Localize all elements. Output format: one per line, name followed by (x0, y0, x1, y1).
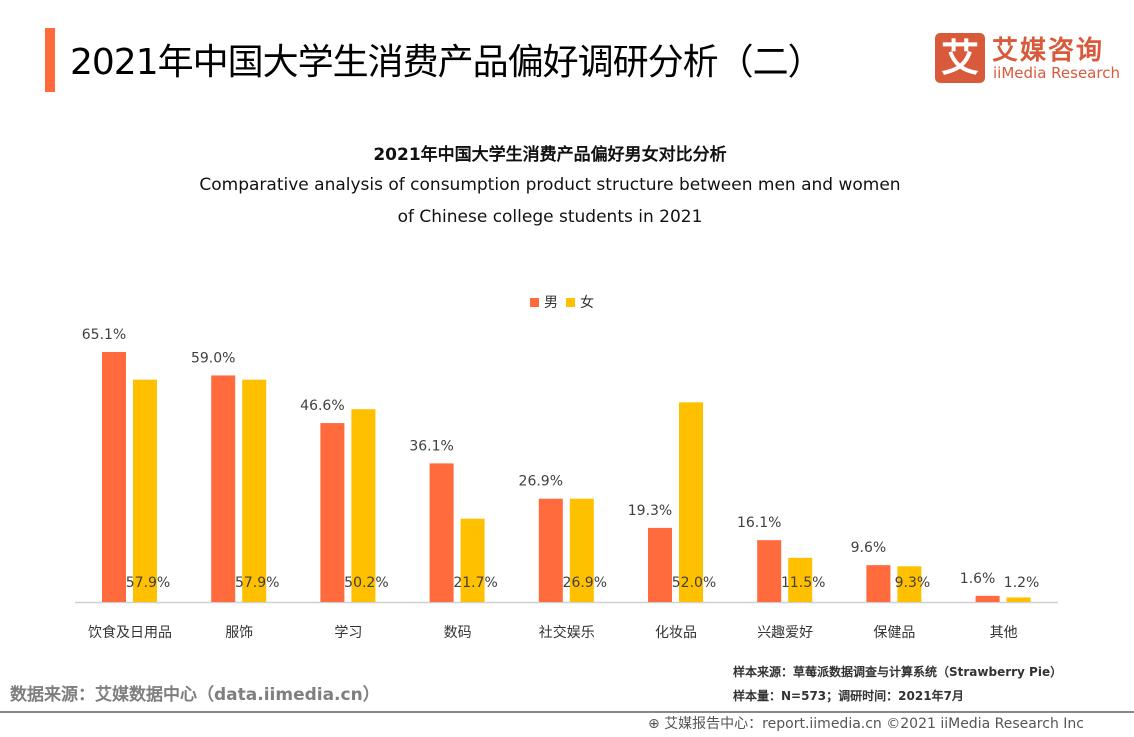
category-label: 兴趣爱好 (757, 625, 813, 641)
bar-male (757, 540, 782, 602)
data-label-male: 36.1% (409, 438, 453, 454)
category-label: 化妆品 (655, 625, 697, 641)
data-label-female: 21.7% (453, 575, 497, 591)
bar-female (788, 557, 813, 602)
data-label-male: 46.6% (300, 398, 344, 414)
data-label-male: 26.9% (519, 474, 563, 490)
chart-title: 2021年中国大学生消费产品偏好男女对比分析 (373, 145, 727, 165)
bar-male (866, 565, 891, 602)
chart-subtitle-1: Comparative analysis of consumption prod… (199, 175, 901, 195)
category-label: 饮食及日用品 (88, 624, 172, 641)
legend: 男 女 (530, 292, 594, 312)
globe-icon: ⊕ (648, 716, 665, 732)
divider (0, 711, 1134, 713)
data-label-female: 26.9% (563, 575, 607, 591)
page-title: 2021年中国大学生消费产品偏好调研分析（二） (70, 42, 824, 83)
data-label-female: 1.2% (1004, 575, 1040, 591)
data-label-female: 11.5% (781, 575, 825, 591)
bar-female (242, 379, 267, 602)
data-label-male: 65.1% (82, 327, 126, 343)
category-label: 保健品 (873, 625, 915, 641)
data-source: 数据来源：艾媒数据中心（data.iimedia.cn） (10, 685, 380, 705)
logo-mark: 艾 (935, 33, 985, 83)
data-label-male: 16.1% (737, 515, 781, 531)
category-label: 社交娱乐 (539, 624, 595, 641)
bar-male (975, 595, 1000, 602)
data-label-female: 50.2% (344, 575, 388, 591)
bar-male (211, 375, 236, 602)
category-label: 服饰 (225, 625, 253, 641)
bar-female (133, 379, 157, 602)
chart-subtitle-2: of Chinese college students in 2021 (397, 207, 703, 227)
data-label-female: 57.9% (235, 575, 279, 591)
sample-size: 样本量：N=573；调研时间：2021年7月 (733, 689, 964, 703)
sample-source: 样本来源：草莓派数据调查与计算系统（Strawberry Pie） (733, 665, 1063, 679)
bar-female (569, 498, 594, 602)
data-label-male: 9.6% (851, 540, 887, 556)
legend-swatch (530, 298, 539, 307)
bar-male (429, 463, 454, 602)
bar-male (320, 423, 345, 602)
logo-en: iiMedia Research (993, 64, 1120, 82)
legend-male: 男 (530, 292, 558, 312)
bar-male (538, 498, 563, 602)
bar-female (1006, 597, 1031, 602)
logo-cn: 艾媒咨询 (992, 36, 1105, 66)
bar-female (679, 402, 703, 602)
legend-female: 女 (566, 292, 594, 312)
data-label-female: 52.0% (672, 575, 716, 591)
data-label-female: 9.3% (895, 575, 931, 591)
data-label-male: 1.6% (960, 571, 996, 587)
legend-swatch (566, 298, 575, 307)
bar-male (102, 352, 126, 602)
category-label: 数码 (444, 625, 472, 641)
data-label-male: 59.0% (191, 350, 235, 366)
bar-male (648, 527, 672, 602)
bar-female (897, 566, 922, 602)
data-label-male: 19.3% (628, 503, 672, 519)
category-label: 其他 (990, 625, 1018, 641)
title-accent-bar (45, 28, 55, 92)
data-label-female: 57.9% (126, 575, 170, 591)
footer-copyright: ⊕ 艾媒报告中心：report.iimedia.cn ©2021 iiMedia… (648, 716, 1084, 732)
bar-female (351, 409, 376, 602)
category-label: 学习 (334, 625, 362, 641)
bar-female (460, 518, 485, 602)
